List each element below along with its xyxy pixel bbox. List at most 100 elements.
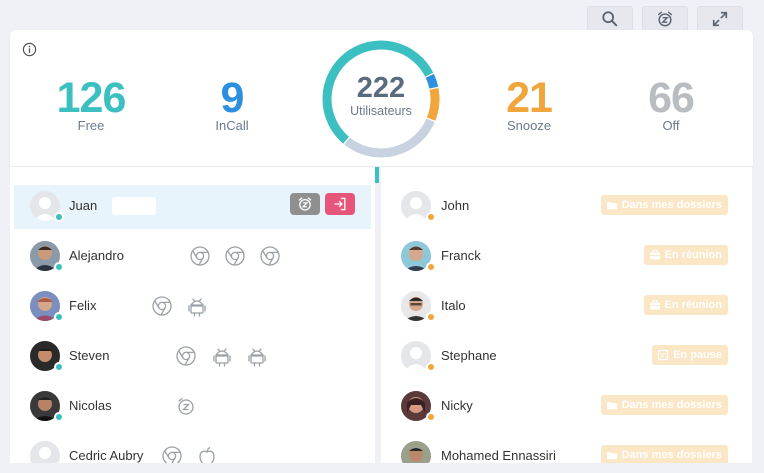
user-name: Steven xyxy=(69,348,110,363)
status-badge-label: Dans mes dossiers xyxy=(621,199,722,211)
folder-icon xyxy=(606,452,617,460)
user-name: Nicky xyxy=(441,398,473,413)
user-name: Juan xyxy=(69,198,98,213)
users-donut-chart xyxy=(318,36,444,162)
chrome-icon xyxy=(151,295,173,317)
status-badge-label: En réunion xyxy=(664,299,722,311)
status-dot xyxy=(54,212,64,222)
user-name: Stephane xyxy=(441,348,497,363)
apple-icon xyxy=(196,445,218,463)
scroll-indicator-left[interactable] xyxy=(375,167,379,183)
available-users-list: Juan Alejandro Felix Steven Nicolas xyxy=(10,167,375,463)
chrome-icon xyxy=(175,345,197,367)
list-item[interactable]: Nicky Dans mes dossiers xyxy=(381,385,752,429)
alarm-z-icon xyxy=(298,197,312,211)
logout-icon xyxy=(334,197,346,211)
user-name: Nicolas xyxy=(69,398,112,413)
list-item[interactable]: Felix xyxy=(10,285,375,329)
stat-snooze[interactable]: 21 Snooze xyxy=(469,74,589,133)
status-dot xyxy=(54,262,64,272)
stat-off-value: 66 xyxy=(648,74,695,122)
chrome-icon xyxy=(224,245,246,267)
status-dot xyxy=(426,212,436,222)
status-badge: En pause xyxy=(652,345,728,365)
folder-icon xyxy=(606,202,617,210)
donut-center: 222 Utilisateurs xyxy=(318,72,444,118)
unavailable-users-list: John Dans mes dossiers Franck En réunion… xyxy=(381,167,752,463)
list-item[interactable]: Italo En réunion xyxy=(381,285,752,329)
status-dot xyxy=(426,312,436,322)
status-dot xyxy=(426,262,436,272)
stat-snooze-label: Snooze xyxy=(506,118,552,133)
list-item[interactable]: Franck En réunion xyxy=(381,235,752,279)
briefcase-icon xyxy=(649,300,660,310)
list-item[interactable]: Nicolas xyxy=(10,385,375,429)
stat-incall-value: 9 xyxy=(220,74,245,122)
folder-icon xyxy=(606,402,617,410)
logout-user-button[interactable] xyxy=(325,193,355,215)
donut-segment-free xyxy=(322,40,434,144)
status-dot xyxy=(426,462,436,463)
list-item[interactable]: Mohamed Ennassiri Dans mes dossiers xyxy=(381,435,752,463)
status-badge: En réunion xyxy=(643,245,728,265)
stat-free[interactable]: 126 Free xyxy=(31,74,151,133)
stat-free-value: 126 xyxy=(56,74,127,122)
status-badge: Dans mes dossiers xyxy=(600,445,728,463)
status-dot xyxy=(426,362,436,372)
status-dot xyxy=(54,312,64,322)
info-icon[interactable] xyxy=(22,42,37,57)
chrome-icon xyxy=(161,445,183,463)
expand-icon xyxy=(712,11,728,27)
list-item[interactable]: Cedric Aubry xyxy=(10,435,375,463)
snooze-user-button[interactable] xyxy=(290,193,320,215)
donut-segment-incall xyxy=(425,73,439,89)
user-name: Italo xyxy=(441,298,466,313)
stat-snooze-value: 21 xyxy=(506,74,553,122)
total-users-label: Utilisateurs xyxy=(350,104,412,118)
snooze-button[interactable] xyxy=(642,6,688,32)
list-item[interactable]: Stephane En pause xyxy=(381,335,752,379)
chrome-icon xyxy=(189,245,211,267)
stat-off[interactable]: 66 Off xyxy=(611,74,731,133)
search-icon xyxy=(602,11,618,27)
status-badge-label: Dans mes dossiers xyxy=(621,449,722,461)
status-dot xyxy=(54,412,64,422)
android-icon xyxy=(211,345,233,367)
user-name: Franck xyxy=(441,248,481,263)
expand-button[interactable] xyxy=(697,6,743,32)
status-badge-label: Dans mes dossiers xyxy=(621,399,722,411)
status-badge-label: En réunion xyxy=(664,249,722,261)
avatar xyxy=(30,191,60,221)
avatar xyxy=(401,291,431,321)
total-users-value: 222 xyxy=(356,72,406,104)
status-badge: Dans mes dossiers xyxy=(600,195,728,215)
user-name: John xyxy=(441,198,470,213)
stat-free-label: Free xyxy=(77,118,105,133)
status-badge: Dans mes dossiers xyxy=(600,395,728,415)
list-item[interactable]: Alejandro xyxy=(10,235,375,279)
search-button[interactable] xyxy=(587,6,633,32)
donut-segment-off xyxy=(344,118,435,158)
list-item[interactable]: Steven xyxy=(10,335,375,379)
chrome-icon xyxy=(259,245,281,267)
status-dot xyxy=(54,362,64,372)
stat-incall[interactable]: 9 InCall xyxy=(172,74,292,133)
list-item[interactable]: John Dans mes dossiers xyxy=(381,185,752,229)
stat-incall-label: InCall xyxy=(215,118,249,133)
donut-segment-snooze xyxy=(426,88,440,121)
status-dot xyxy=(426,412,436,422)
status-badge: En réunion xyxy=(643,295,728,315)
list-item[interactable]: Juan xyxy=(14,185,371,229)
user-name: Cedric Aubry xyxy=(69,448,144,463)
status-dot xyxy=(54,462,64,463)
alarm-z-icon xyxy=(175,395,197,417)
user-name: Alejandro xyxy=(69,248,124,263)
user-name: Felix xyxy=(69,298,97,313)
coffee-icon xyxy=(657,349,669,361)
stat-off-label: Off xyxy=(662,118,680,133)
user-name: Mohamed Ennassiri xyxy=(441,448,556,463)
android-icon xyxy=(186,295,208,317)
briefcase-icon xyxy=(649,250,660,260)
redacted-field xyxy=(112,197,156,215)
alarm-z-icon xyxy=(657,11,673,27)
